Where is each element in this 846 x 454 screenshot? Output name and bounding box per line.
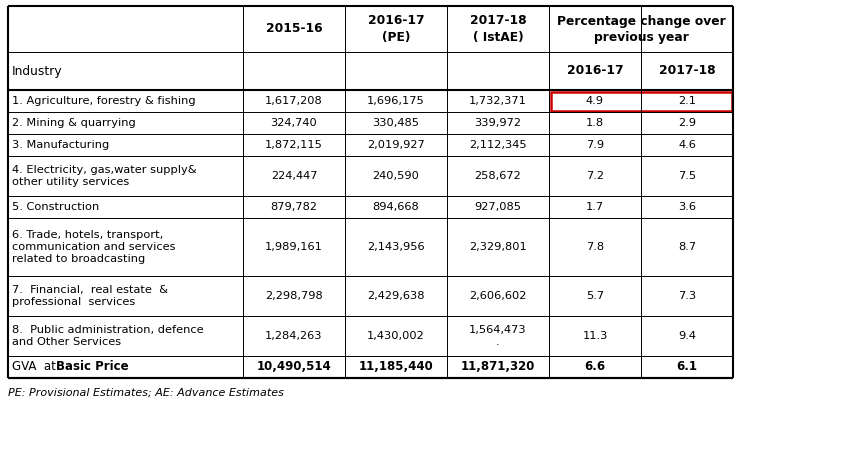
Text: 2,143,956: 2,143,956 [367, 242, 425, 252]
Text: 1,564,473
.: 1,564,473 . [470, 325, 527, 347]
Text: 1,732,371: 1,732,371 [469, 96, 527, 106]
Text: 879,782: 879,782 [271, 202, 317, 212]
Text: 1.7: 1.7 [586, 202, 604, 212]
Text: 5.7: 5.7 [586, 291, 604, 301]
Text: 1,617,208: 1,617,208 [265, 96, 323, 106]
Text: 7.8: 7.8 [586, 242, 604, 252]
Text: 6.1: 6.1 [677, 360, 697, 374]
Text: 2,298,798: 2,298,798 [265, 291, 323, 301]
Text: 1,430,002: 1,430,002 [367, 331, 425, 341]
Text: 11.3: 11.3 [582, 331, 607, 341]
Text: 1,696,175: 1,696,175 [367, 96, 425, 106]
Text: 324,740: 324,740 [271, 118, 317, 128]
Text: 7.2: 7.2 [586, 171, 604, 181]
Text: 2.1: 2.1 [678, 96, 696, 106]
Text: 4.9: 4.9 [586, 96, 604, 106]
Text: 2. Mining & quarrying: 2. Mining & quarrying [12, 118, 135, 128]
Text: 11,185,440: 11,185,440 [359, 360, 433, 374]
Text: 4.6: 4.6 [678, 140, 696, 150]
Text: 8.7: 8.7 [678, 242, 696, 252]
Text: 3. Manufacturing: 3. Manufacturing [12, 140, 109, 150]
Text: 2,606,602: 2,606,602 [470, 291, 527, 301]
Text: Industry: Industry [12, 64, 63, 78]
Text: 6.6: 6.6 [585, 360, 606, 374]
Text: 4. Electricity, gas,water supply&
other utility services: 4. Electricity, gas,water supply& other … [12, 165, 196, 187]
Text: 2016-17: 2016-17 [567, 64, 624, 78]
Text: 2017-18: 2017-18 [659, 64, 716, 78]
Text: 9.4: 9.4 [678, 331, 696, 341]
Text: 7.3: 7.3 [678, 291, 696, 301]
Text: 3.6: 3.6 [678, 202, 696, 212]
Text: 240,590: 240,590 [372, 171, 420, 181]
Text: 2015-16: 2015-16 [266, 23, 322, 35]
Text: 6. Trade, hotels, transport,
communication and services
related to broadcasting: 6. Trade, hotels, transport, communicati… [12, 230, 175, 264]
Text: 2017-18
( IstAE): 2017-18 ( IstAE) [470, 15, 526, 44]
Text: 2,019,927: 2,019,927 [367, 140, 425, 150]
Text: 2,112,345: 2,112,345 [470, 140, 527, 150]
Text: 1. Agriculture, forestry & fishing: 1. Agriculture, forestry & fishing [12, 96, 195, 106]
Text: 7.  Financial,  real estate  &
professional  services: 7. Financial, real estate & professional… [12, 285, 168, 307]
Text: 10,490,514: 10,490,514 [256, 360, 332, 374]
Text: 1.8: 1.8 [586, 118, 604, 128]
Text: 1,284,263: 1,284,263 [266, 331, 323, 341]
Text: 2,429,638: 2,429,638 [367, 291, 425, 301]
Text: 894,668: 894,668 [372, 202, 420, 212]
Text: Basic Price: Basic Price [56, 360, 129, 374]
Text: 339,972: 339,972 [475, 118, 521, 128]
Text: 7.5: 7.5 [678, 171, 696, 181]
Text: 1,989,161: 1,989,161 [265, 242, 323, 252]
Text: Percentage change over
previous year: Percentage change over previous year [557, 15, 725, 44]
Text: 2.9: 2.9 [678, 118, 696, 128]
Text: 7.9: 7.9 [586, 140, 604, 150]
Bar [551, 92, 732, 110]
Text: GVA  at: GVA at [12, 360, 63, 374]
Text: 224,447: 224,447 [271, 171, 317, 181]
Text: 2,329,801: 2,329,801 [470, 242, 527, 252]
Text: 927,085: 927,085 [475, 202, 521, 212]
Text: 258,672: 258,672 [475, 171, 521, 181]
Text: 1,872,115: 1,872,115 [265, 140, 323, 150]
Text: 330,485: 330,485 [372, 118, 420, 128]
Text: 2016-17
(PE): 2016-17 (PE) [368, 15, 425, 44]
Text: 11,871,320: 11,871,320 [461, 360, 536, 374]
Text: 8.  Public administration, defence
and Other Services: 8. Public administration, defence and Ot… [12, 325, 204, 347]
Text: 5. Construction: 5. Construction [12, 202, 99, 212]
Text: PE: Provisional Estimates; AE: Advance Estimates: PE: Provisional Estimates; AE: Advance E… [8, 388, 284, 398]
